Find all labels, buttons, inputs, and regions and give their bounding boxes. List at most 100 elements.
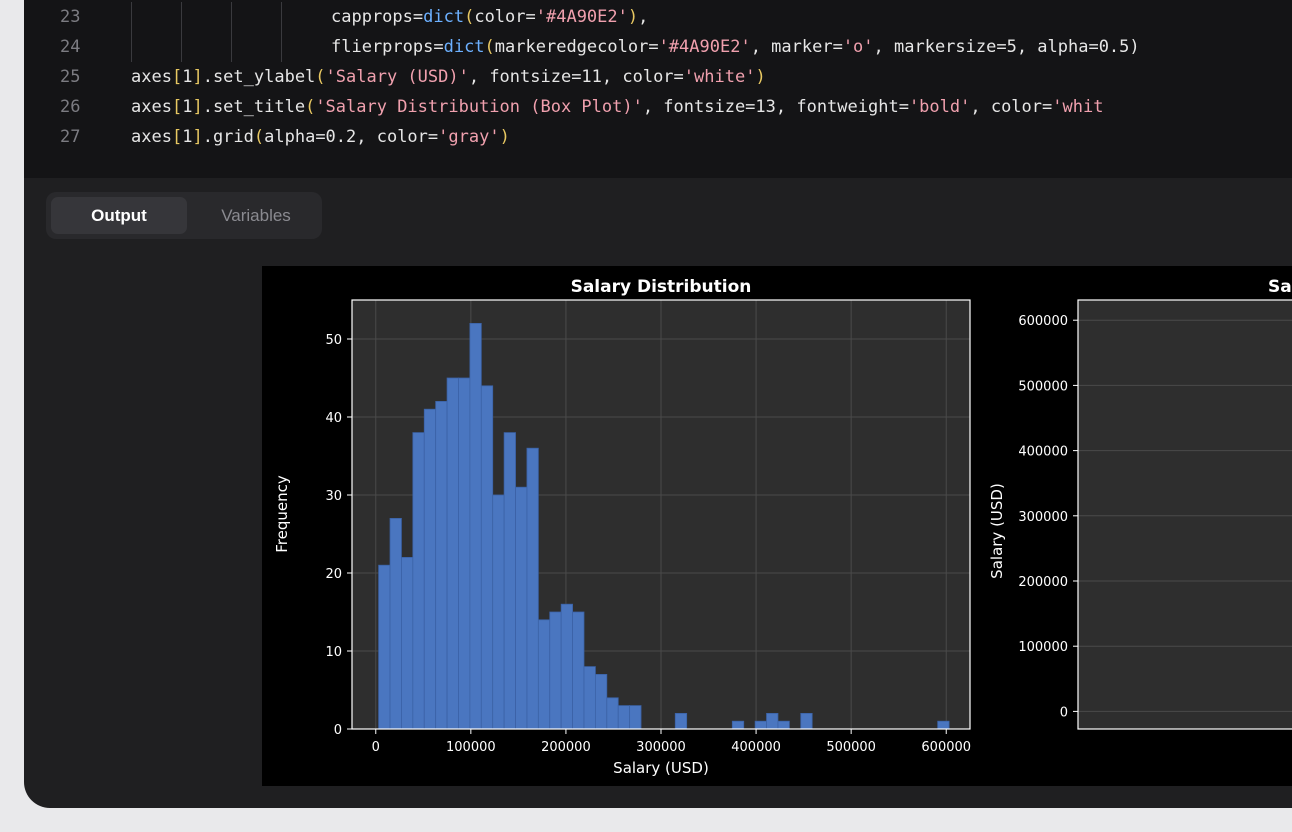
histogram-x-tick-label: 500000 (826, 740, 876, 755)
code-token: .set_ylabel (202, 67, 316, 87)
boxplot-chart: 0 100000 200000 300000 400000 500000 600000 Sa… (988, 277, 1292, 730)
boxplot-y-axis-label: Salary (USD) (988, 483, 1006, 579)
code-token: 1 (182, 97, 193, 117)
code-token: 'white' (683, 67, 756, 87)
boxplot-y-tick-label: 600000 (1018, 314, 1068, 329)
histogram-bar (526, 447, 539, 730)
code-token: 'Salary Distribution (Box Plot)' (315, 97, 643, 117)
histogram-y-tick-label: 20 (325, 567, 342, 582)
histogram-x-tick-label: 600000 (921, 740, 971, 755)
histogram-title: Salary Distribution (571, 277, 752, 297)
boxplot-y-tick-label: 100000 (1018, 640, 1068, 655)
code-token: ] (192, 67, 203, 87)
histogram-bar (594, 673, 608, 730)
code-text: flierprops=dict(markeredgecolor='#4A90E2… (331, 32, 1140, 62)
boxplot-y-tick-label: 300000 (1018, 510, 1068, 525)
line-number: 26 (60, 97, 81, 117)
code-token: '#4A90E2' (535, 7, 628, 27)
histogram-bar (731, 720, 745, 730)
histogram-bar (412, 432, 425, 730)
code-token: ( (484, 37, 495, 57)
code-token: 'Salary (USD)' (325, 67, 469, 87)
histogram-y-tick-label: 10 (325, 645, 342, 660)
code-text: axes[1].set_ylabel('Salary (USD)', fonts… (131, 62, 766, 92)
code-token: axes (131, 97, 172, 117)
histogram-y-tick-label: 40 (325, 411, 342, 426)
histogram-x-axis-label: Salary (USD) (613, 759, 709, 777)
histogram-bar (469, 323, 482, 730)
boxplot-y-tick-label: 400000 (1018, 445, 1068, 460)
histogram-bar (492, 494, 505, 730)
code-token: , (638, 7, 649, 27)
code-token: ) (499, 127, 510, 147)
histogram-bar (800, 712, 813, 730)
code-token: markeredgecolor= (494, 37, 659, 57)
histogram-x-tick-label: 0 (372, 740, 380, 755)
code-token: , fontsize=13, fontweight= (642, 97, 909, 117)
histogram-bar (401, 556, 414, 730)
boxplot-y-tick-label: 0 (1060, 705, 1068, 720)
code-token: flierprops= (331, 37, 444, 57)
histogram-bar (777, 720, 790, 730)
code-token: '#4A90E2' (658, 37, 751, 57)
plot-output-image: 0 100000 200000 300000 400000 500000 600000 0 10… (262, 266, 1292, 786)
boxplot-y-tick-label: 500000 (1018, 379, 1068, 394)
code-token: [ (171, 97, 183, 117)
histogram-x-tick-label: 300000 (636, 740, 686, 755)
line-number: 23 (60, 7, 81, 27)
line-number: 25 (60, 67, 81, 87)
code-token: ] (192, 97, 203, 117)
code-token: .set_title (202, 97, 306, 117)
histogram-y-tick-label: 30 (325, 489, 342, 504)
code-token: ( (305, 97, 316, 117)
histogram-bar (515, 486, 528, 730)
histogram-bar (937, 720, 950, 730)
histogram-bar (572, 611, 585, 730)
histogram-bar (378, 564, 391, 730)
code-token: axes (131, 67, 172, 87)
histogram-bar (423, 408, 437, 730)
histogram-bar (617, 705, 631, 730)
indent-guide (181, 32, 182, 62)
code-text: capprops=dict(color='#4A90E2'), (331, 2, 648, 32)
indent-guide (281, 2, 282, 32)
boxplot-frame (1077, 299, 1292, 730)
code-token: axes (131, 127, 172, 147)
histogram-chart: 0 100000 200000 300000 400000 500000 600000 0 10… (273, 277, 971, 777)
boxplot-y-tick-label: 200000 (1018, 575, 1068, 590)
code-token: dict (443, 37, 485, 57)
histogram-bar (606, 697, 619, 730)
plot-canvas: 0 100000 200000 300000 400000 500000 600000 0 10… (273, 277, 1292, 777)
tab-output[interactable]: Output (51, 197, 187, 234)
tab-variables[interactable]: Variables (221, 206, 291, 225)
line-number: 27 (60, 127, 81, 147)
histogram-bar (549, 611, 562, 730)
histogram-bar (766, 712, 779, 730)
histogram-bar (754, 720, 767, 730)
code-token: 'gray' (438, 127, 500, 147)
code-token: , fontsize=11, color= (468, 67, 684, 87)
code-token: 1 (182, 67, 193, 87)
histogram-x-tick-label: 200000 (541, 740, 591, 755)
code-text: axes[1].grid(alpha=0.2, color='gray') (131, 122, 510, 152)
code-token: 1 (182, 127, 193, 147)
code-token: 'bold' (908, 97, 971, 117)
code-token: ) (755, 67, 766, 87)
histogram-bar (629, 705, 642, 730)
code-token: [ (171, 127, 183, 147)
code-token: ( (253, 127, 265, 147)
code-editor[interactable]: 23 capprops=dict(color='#4A90E2'), 24 flier… (24, 0, 1292, 178)
code-token: dict (423, 7, 465, 27)
code-token: capprops= (331, 7, 424, 27)
boxplot-title: Salar (1268, 277, 1292, 297)
histogram-bar (446, 377, 459, 730)
histogram-bar (458, 377, 471, 730)
histogram-x-tick-label: 100000 (446, 740, 496, 755)
code-token: ( (315, 67, 326, 87)
code-token: ] (192, 127, 203, 147)
code-token: , color= (970, 97, 1053, 117)
histogram-bar (537, 619, 551, 730)
line-number: 24 (60, 37, 81, 57)
code-token: , marker= (750, 37, 843, 57)
histogram-bar (560, 603, 573, 730)
